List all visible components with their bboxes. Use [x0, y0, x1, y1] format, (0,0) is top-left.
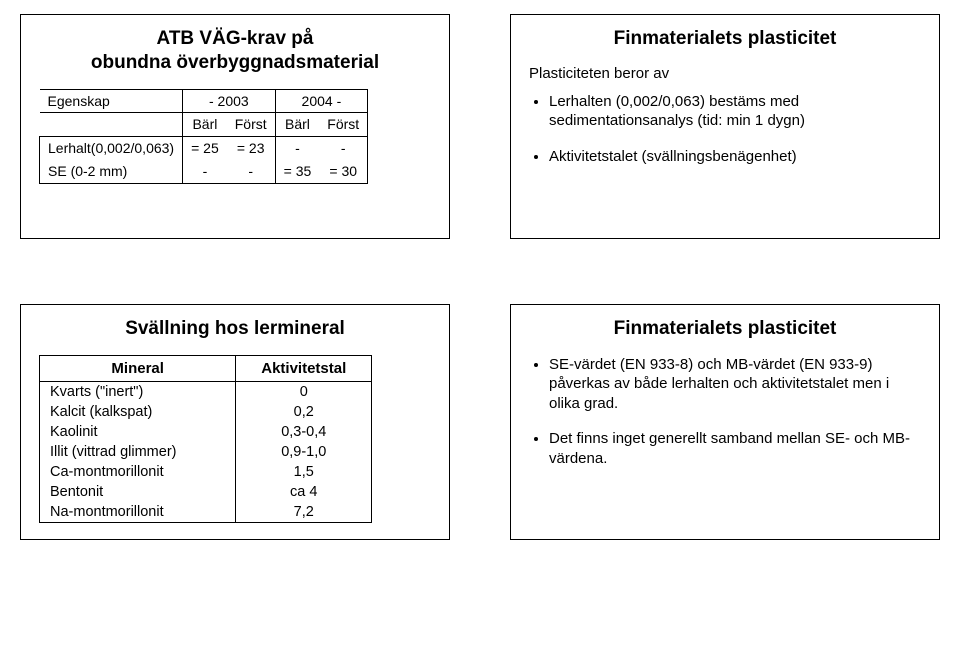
row-se-c2: - [227, 160, 275, 183]
row-se-c1: - [183, 160, 227, 183]
mineral-name: Bentonit [40, 482, 236, 502]
hdr-forst-1: Först [227, 113, 275, 137]
mineral-val: 1,5 [236, 462, 372, 482]
panel-title: Finmaterialets plasticitet [529, 317, 921, 341]
egenskap-label: Egenskap [40, 89, 183, 113]
bullet-item: Det finns inget generellt samband mellan… [549, 429, 921, 468]
hdr-forst-2: Först [319, 113, 367, 137]
year-2003: - 2003 [183, 89, 276, 113]
bullet-item: Aktivitetstalet (svällningsbenägenhet) [549, 147, 921, 167]
mineral-name: Kalcit (kalkspat) [40, 402, 236, 422]
panel-title: Finmaterialets plasticitet [529, 27, 921, 51]
bullet-item: SE-värdet (EN 933-8) och MB-värdet (EN 9… [549, 355, 921, 414]
intro-text: Plasticiteten beror av [529, 65, 921, 82]
table-row: Kvarts ("inert")0 [40, 381, 372, 402]
hdr-barl-1: Bärl [183, 113, 227, 137]
bullet-list: SE-värdet (EN 933-8) och MB-värdet (EN 9… [529, 355, 921, 469]
panel-plasticitet-bottom: Finmaterialets plasticitet SE-värdet (EN… [510, 304, 940, 540]
table-row: Na-montmorillonit7,2 [40, 502, 372, 523]
row-lerhalt-c4: - [319, 137, 367, 160]
mineral-name: Kvarts ("inert") [40, 381, 236, 402]
table-row: Ca-montmorillonit1,5 [40, 462, 372, 482]
mineral-val: 0 [236, 381, 372, 402]
title-line2: obundna överbyggnadsmaterial [91, 52, 379, 73]
col-aktivitetstal: Aktivitetstal [236, 355, 372, 381]
panel-svallning: Svällning hos lermineral Mineral Aktivit… [20, 304, 450, 540]
bullet-item: Lerhalten (0,002/0,063) bestäms med sedi… [549, 92, 921, 131]
panel-plasticitet-top: Finmaterialets plasticitet Plasticiteten… [510, 14, 940, 239]
row-se-label: SE (0-2 mm) [40, 160, 183, 183]
year-2004: 2004 - [275, 89, 368, 113]
row-lerhalt-c1: = 25 [183, 137, 227, 160]
mineral-val: ca 4 [236, 482, 372, 502]
egenskap-table: Egenskap - 2003 2004 - Bärl Först Bärl F… [39, 89, 368, 185]
row-se-c4: = 30 [319, 160, 367, 183]
row-se-c3: = 35 [275, 160, 319, 183]
table-row: Kaolinit0,3-0,4 [40, 422, 372, 442]
mineral-val: 0,9-1,0 [236, 442, 372, 462]
panel-title: ATB VÄG-krav på obundna överbyggnadsmate… [39, 27, 431, 75]
mineral-val: 0,2 [236, 402, 372, 422]
bullet-list: Lerhalten (0,002/0,063) bestäms med sedi… [529, 92, 921, 167]
mineral-val: 0,3-0,4 [236, 422, 372, 442]
mineral-name: Ca-montmorillonit [40, 462, 236, 482]
panel-atb-vag-krav: ATB VÄG-krav på obundna överbyggnadsmate… [20, 14, 450, 239]
table-row: Kalcit (kalkspat)0,2 [40, 402, 372, 422]
row-lerhalt-c3: - [275, 137, 319, 160]
hdr-barl-2: Bärl [275, 113, 319, 137]
mineral-table: Mineral Aktivitetstal Kvarts ("inert")0 … [39, 355, 372, 523]
panel-title: Svällning hos lermineral [39, 317, 431, 341]
col-mineral: Mineral [40, 355, 236, 381]
mineral-name: Kaolinit [40, 422, 236, 442]
mineral-name: Illit (vittrad glimmer) [40, 442, 236, 462]
mineral-name: Na-montmorillonit [40, 502, 236, 523]
row-lerhalt-label: Lerhalt(0,002/0,063) [40, 137, 183, 160]
row-lerhalt-c2: = 23 [227, 137, 275, 160]
table-row: Illit (vittrad glimmer)0,9-1,0 [40, 442, 372, 462]
table-row: Bentonitca 4 [40, 482, 372, 502]
title-line1: ATB VÄG-krav på [157, 28, 314, 49]
mineral-val: 7,2 [236, 502, 372, 523]
